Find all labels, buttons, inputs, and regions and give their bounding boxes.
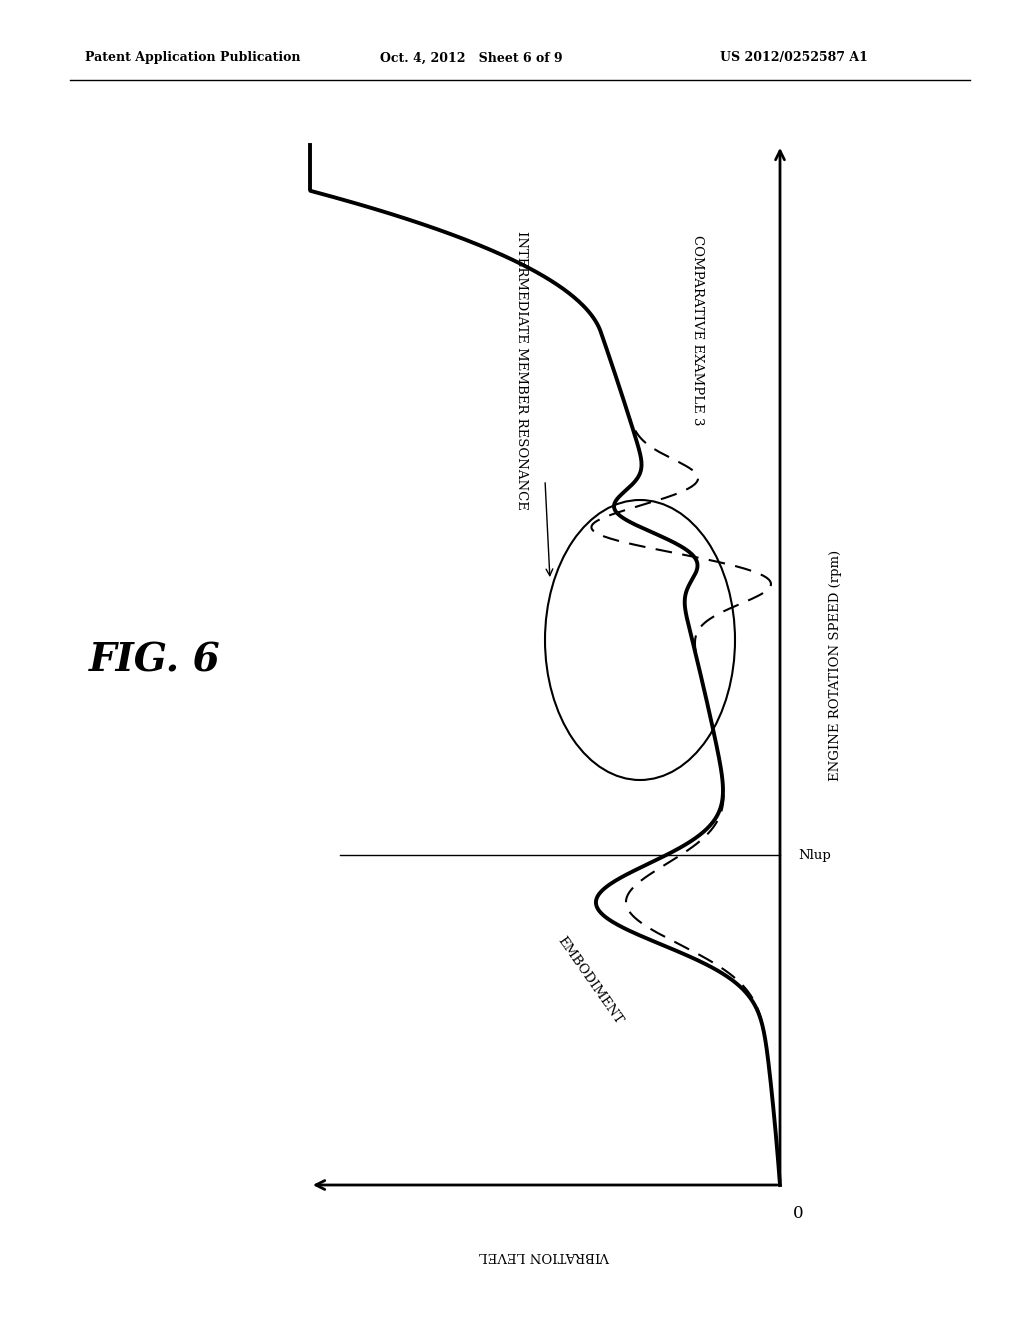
Text: Oct. 4, 2012   Sheet 6 of 9: Oct. 4, 2012 Sheet 6 of 9 — [380, 51, 562, 65]
Text: Nlup: Nlup — [798, 849, 830, 862]
Text: EMBODIMENT: EMBODIMENT — [555, 933, 625, 1026]
Text: Patent Application Publication: Patent Application Publication — [85, 51, 300, 65]
Text: US 2012/0252587 A1: US 2012/0252587 A1 — [720, 51, 868, 65]
Text: FIG. 6: FIG. 6 — [89, 642, 221, 678]
Text: ENGINE ROTATION SPEED (rpm): ENGINE ROTATION SPEED (rpm) — [828, 549, 842, 780]
Text: COMPARATIVE EXAMPLE 3: COMPARATIVE EXAMPLE 3 — [691, 235, 705, 425]
Text: INTERMEDIATE MEMBER RESONANCE: INTERMEDIATE MEMBER RESONANCE — [515, 231, 528, 510]
Text: VIBRATION LEVEL: VIBRATION LEVEL — [479, 1249, 610, 1262]
Text: 0: 0 — [793, 1205, 803, 1222]
